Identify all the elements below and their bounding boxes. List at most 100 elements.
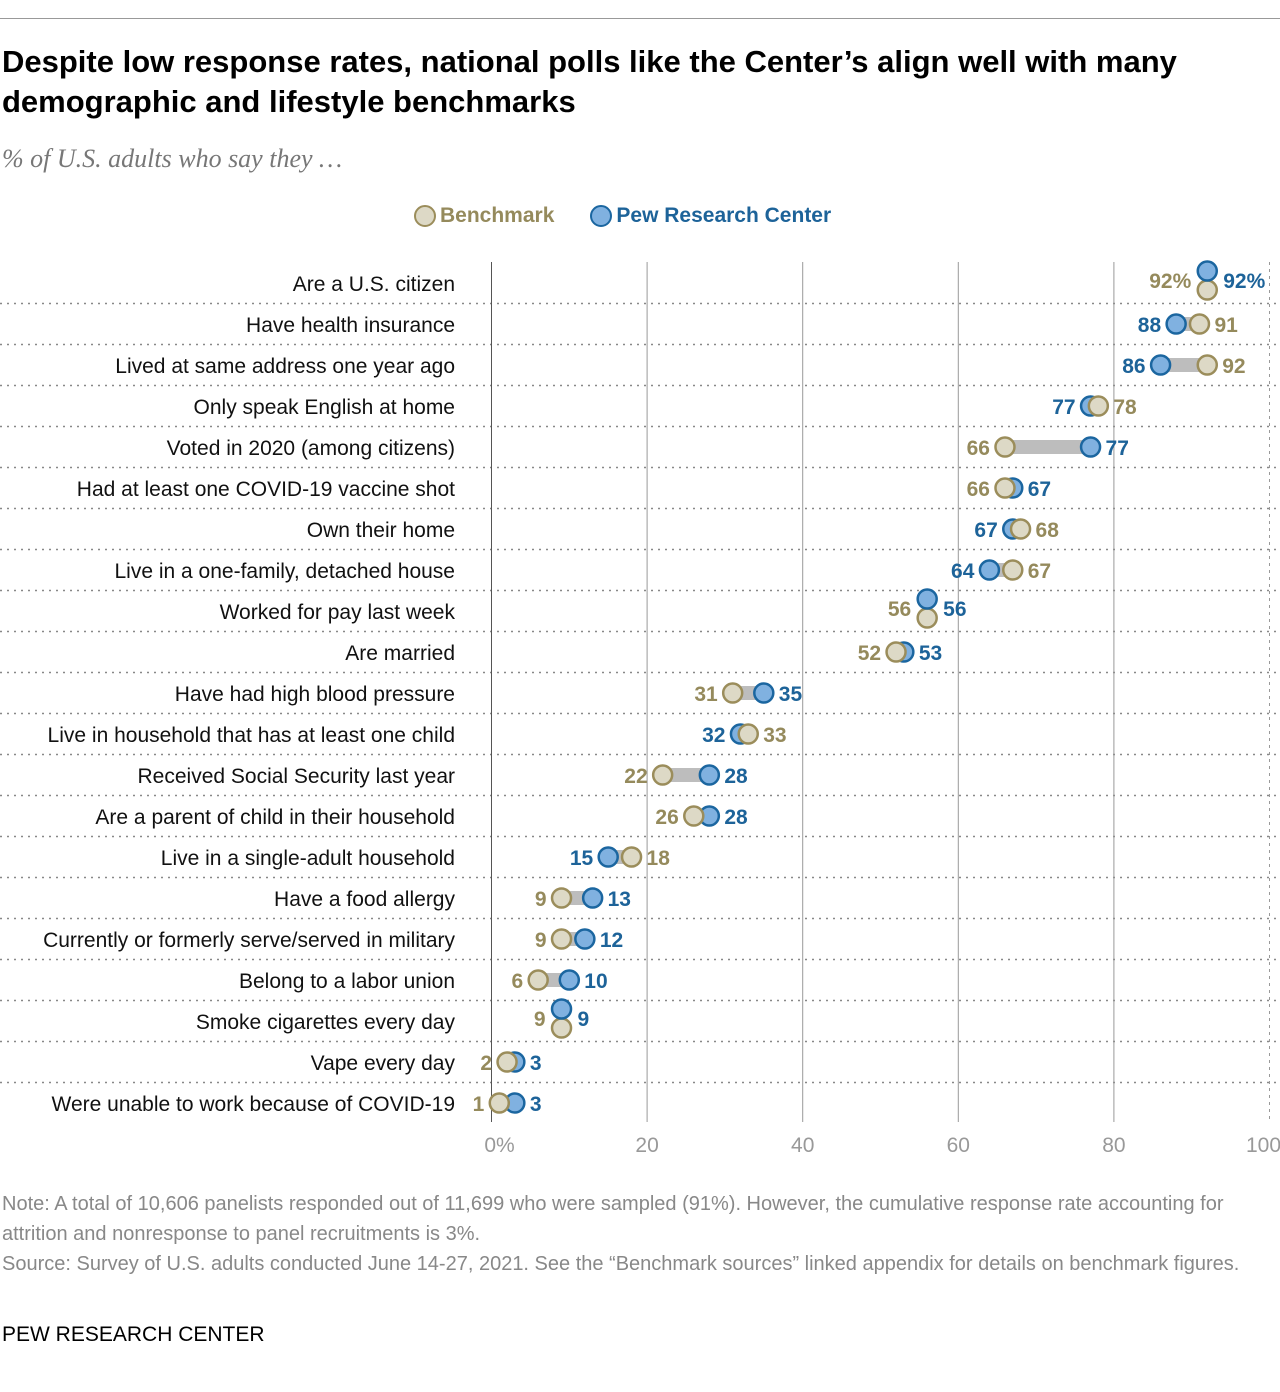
pew-value-label: 92% — [1223, 270, 1265, 293]
benchmark-value-label: 68 — [1036, 519, 1060, 542]
category-label: Worked for pay last week — [220, 601, 456, 624]
legend-benchmark-label: Benchmark — [440, 204, 555, 227]
benchmark-dot — [651, 764, 674, 786]
benchmark-value-label: 9 — [535, 929, 547, 952]
brand-footer: PEW RESEARCH CENTER — [2, 1323, 265, 1346]
pew-value-label: 88 — [1138, 314, 1162, 337]
pew-dot — [581, 887, 604, 909]
x-tick-label: 40 — [791, 1134, 814, 1157]
benchmark-value-label: 22 — [624, 765, 647, 788]
pew-value-label: 13 — [608, 888, 631, 911]
benchmark-value-label: 9 — [534, 1008, 546, 1031]
benchmark-value-label: 52 — [858, 642, 881, 665]
pew-value-label: 28 — [724, 806, 748, 829]
pew-dot — [1149, 354, 1172, 376]
pew-dot — [1079, 436, 1102, 458]
legend-pew: Pew Research Center — [590, 204, 831, 228]
pew-value-label: 86 — [1122, 355, 1145, 378]
pew-dot — [558, 969, 581, 991]
category-label: Received Social Security last year — [138, 765, 455, 788]
pew-value-label: 56 — [943, 598, 966, 621]
category-label: Voted in 2020 (among citizens) — [167, 437, 455, 460]
benchmark-value-label: 2 — [480, 1052, 492, 1075]
category-label: Had at least one COVID-19 vaccine shot — [77, 478, 455, 501]
benchmark-value-label: 33 — [763, 724, 786, 747]
x-tick-label: 60 — [947, 1134, 970, 1157]
source-text: Source: Survey of U.S. adults conducted … — [2, 1253, 1240, 1275]
benchmark-dot — [550, 928, 573, 950]
pew-value-label: 53 — [919, 642, 942, 665]
category-label: Smoke cigarettes every day — [196, 1011, 456, 1034]
benchmark-dot — [737, 723, 759, 745]
benchmark-dot — [1009, 518, 1032, 540]
benchmark-dot — [1196, 354, 1219, 376]
benchmark-value-label: 6 — [511, 970, 523, 993]
pew-value-label: 35 — [779, 683, 803, 706]
category-label: Vape every day — [311, 1052, 456, 1075]
benchmark-dot — [916, 607, 938, 629]
category-label: Are married — [345, 642, 455, 665]
benchmark-dot — [721, 682, 744, 704]
pew-value-label: 9 — [578, 1008, 590, 1031]
benchmark-value-label: 91 — [1214, 314, 1238, 337]
x-tick-label: 80 — [1102, 1134, 1125, 1157]
category-label: Belong to a labor union — [239, 970, 455, 993]
pew-value-label: 77 — [1052, 396, 1075, 419]
pew-value-label: 3 — [530, 1093, 542, 1116]
x-tick-label: 0% — [484, 1134, 514, 1157]
category-label: Only speak English at home — [194, 396, 455, 419]
benchmark-dot — [488, 1092, 511, 1114]
pew-value-label: 67 — [974, 519, 997, 542]
benchmark-dot — [1188, 313, 1211, 335]
benchmark-value-label: 92% — [1149, 270, 1191, 293]
category-label: Lived at same address one year ago — [115, 355, 455, 378]
benchmark-value-label: 67 — [1028, 560, 1051, 583]
benchmark-dot — [550, 1017, 573, 1039]
pew-value-label: 67 — [1028, 478, 1051, 501]
pew-value-label: 12 — [600, 929, 623, 952]
benchmark-dot — [1087, 395, 1110, 417]
pew-dot — [753, 682, 775, 704]
pew-dot — [597, 846, 619, 868]
benchmark-dot — [1196, 279, 1219, 301]
pew-value-label: 64 — [951, 560, 975, 583]
pew-dot — [550, 998, 573, 1020]
pew-value-label: 32 — [702, 724, 725, 747]
legend-benchmark: Benchmark — [414, 204, 554, 228]
x-tick-label: 20 — [635, 1134, 658, 1157]
category-label: Live in household that has at least one … — [48, 724, 455, 747]
category-label: Live in a single-adult household — [161, 847, 455, 870]
note-text: Note: A total of 10,606 panelists respon… — [2, 1193, 1224, 1245]
benchmark-value-label: 66 — [967, 478, 990, 501]
benchmark-dot — [994, 477, 1016, 499]
benchmark-value-label: 18 — [647, 847, 671, 870]
category-label: Have health insurance — [246, 314, 455, 337]
pew-value-label: 10 — [584, 970, 607, 993]
benchmark-value-label: 26 — [655, 806, 678, 829]
benchmark-value-label: 92 — [1222, 355, 1245, 378]
category-label: Have a food allergy — [274, 888, 455, 911]
pew-value-label: 77 — [1106, 437, 1129, 460]
category-label: Are a U.S. citizen — [293, 273, 455, 296]
pew-dot — [916, 588, 938, 610]
benchmark-value-label: 78 — [1113, 396, 1137, 419]
benchmark-value-label: 1 — [473, 1093, 485, 1116]
pew-dot — [574, 928, 596, 950]
benchmark-dot — [620, 846, 643, 868]
pew-value-label: 28 — [724, 765, 748, 788]
category-label: Are a parent of child in their household — [95, 806, 455, 829]
benchmark-dot — [550, 887, 573, 909]
pew-dot-icon — [590, 205, 613, 227]
category-label: Have had high blood pressure — [175, 683, 455, 706]
category-label: Own their home — [307, 519, 455, 542]
category-label: Were unable to work because of COVID-19 — [52, 1093, 455, 1116]
benchmark-dot — [527, 969, 549, 991]
benchmark-value-label: 9 — [535, 888, 547, 911]
benchmark-value-label: 66 — [967, 437, 990, 460]
chart-title: Despite low response rates, national pol… — [2, 44, 1177, 119]
chart-notes: Note: A total of 10,606 panelists respon… — [2, 1189, 1242, 1279]
top-rule — [0, 18, 1280, 19]
legend-pew-label: Pew Research Center — [616, 204, 832, 227]
pew-value-label: 15 — [570, 847, 594, 870]
benchmark-dot — [1002, 559, 1024, 581]
